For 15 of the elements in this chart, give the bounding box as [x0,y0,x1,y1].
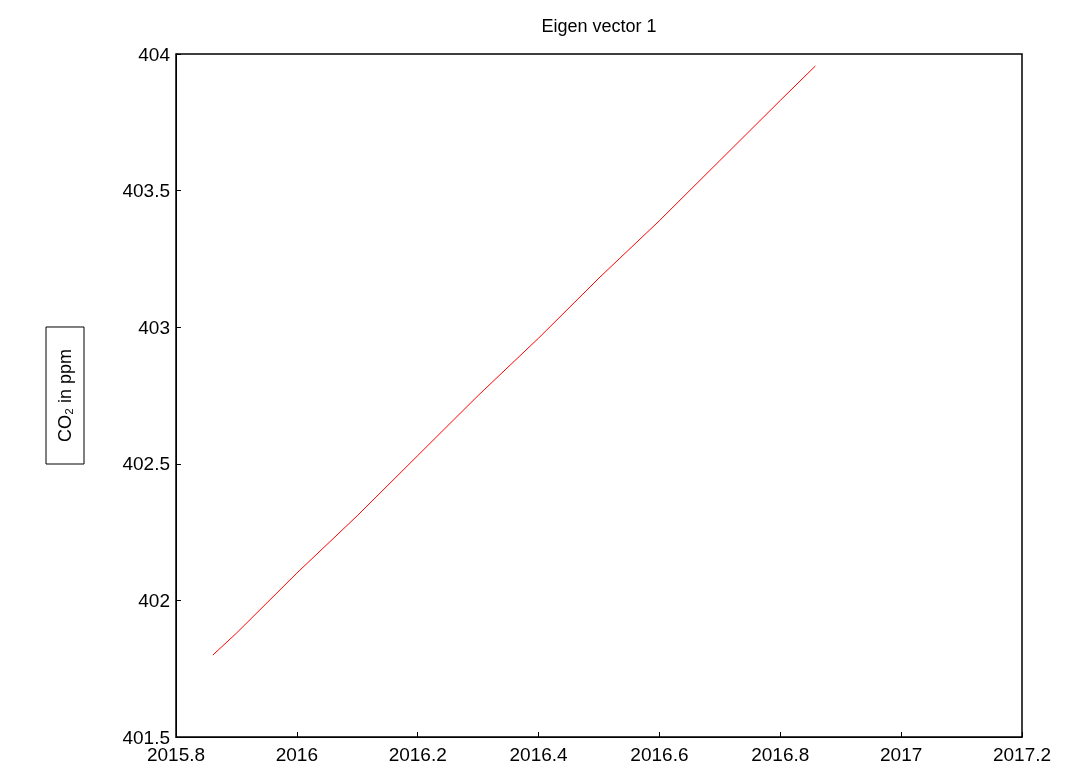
chart-title: Eigen vector 1 [541,16,657,36]
y-tick-label: 403 [138,316,170,338]
x-tick-label: 2016.8 [751,744,810,765]
y-tick-label: 404 [138,43,171,65]
x-tick-label: 2017.2 [992,744,1052,765]
x-tick-label: 2016.2 [388,744,447,765]
x-tick-label: 2016.4 [509,744,569,765]
y-tick-label: 402.5 [122,453,170,475]
x-tick-label: 2017 [880,744,923,765]
y-tick-label: 402 [138,589,170,611]
y-tick-label: 403.5 [122,180,170,202]
y-axis-title: CO₂ in ppm [55,348,75,443]
x-tick-label: 2016 [275,744,318,765]
x-tick-label: 2016.6 [630,744,689,765]
line-series [212,65,816,656]
